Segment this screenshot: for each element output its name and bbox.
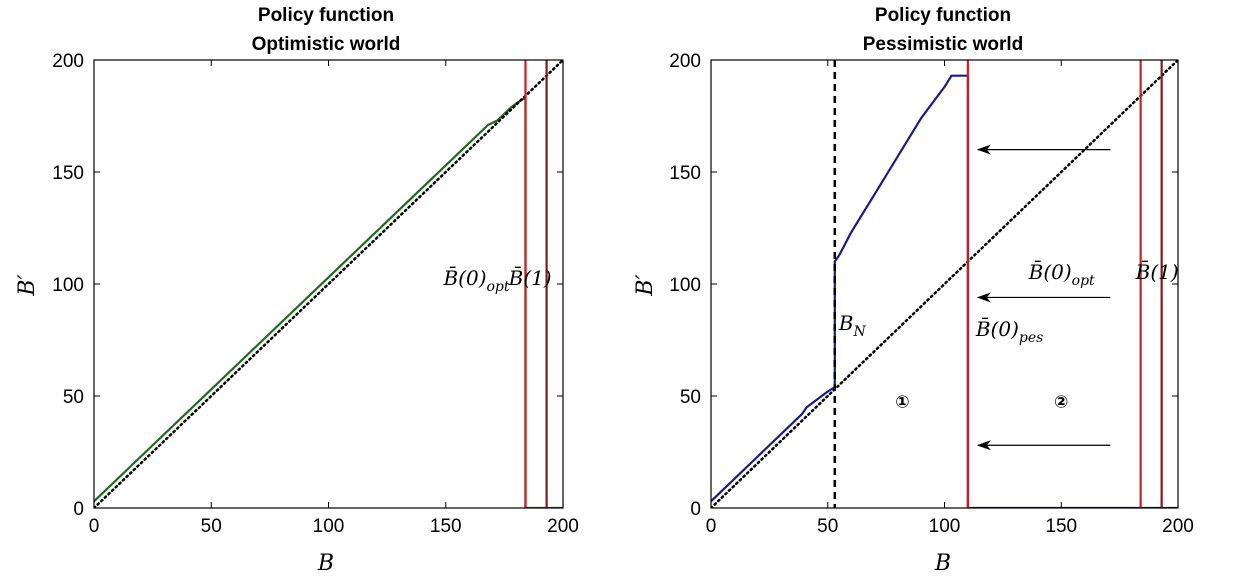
x-axis-label: B [317, 551, 334, 576]
y-tick-label: 200 [52, 51, 84, 72]
y-axis-label: B′ [633, 274, 658, 296]
policy-function-line [94, 96, 563, 508]
y-tick-label: 50 [63, 387, 84, 408]
x-tick-label: 200 [547, 516, 579, 537]
chart-title-line1: Policy function [875, 5, 1011, 26]
threshold-label: B̄(0)opt [1028, 259, 1095, 289]
x-tick-label: 0 [89, 516, 100, 537]
y-tick-label: 0 [690, 499, 701, 520]
y-tick-label: 150 [52, 163, 84, 184]
chart-title-line2: Optimistic world [252, 34, 401, 55]
plot-area [710, 59, 1179, 509]
x-tick-label: 150 [1045, 516, 1077, 537]
diagonal-45-degree-line [711, 60, 1178, 508]
threshold-label: B̄(1) [1135, 259, 1179, 284]
annotations: BN B̄(0)pes B̄(0)opt B̄(1) ① ② [838, 144, 1179, 451]
x-tick-label: 200 [1162, 516, 1194, 537]
y-tick-label: 200 [669, 51, 701, 72]
threshold-label: B̄(0)pes [975, 316, 1043, 346]
threshold-label: B̄(0)opt [442, 265, 509, 295]
threshold-label: B̄(1) [508, 265, 552, 290]
diagonal-45-degree-line [94, 60, 563, 508]
axis-ticks: 0 50 100 150 200 0 50 100 150 200 [669, 51, 1194, 537]
x-axis-label: B [934, 551, 951, 576]
x-tick-label: 50 [817, 516, 838, 537]
x-tick-label: 100 [929, 516, 961, 537]
y-tick-label: 100 [52, 275, 84, 296]
x-tick-label: 150 [430, 516, 462, 537]
y-tick-label: 50 [680, 387, 701, 408]
y-tick-label: 100 [669, 275, 701, 296]
axis-ticks: 0 50 100 150 200 0 50 100 150 200 [52, 51, 579, 537]
x-tick-label: 100 [313, 516, 345, 537]
annotations: B̄(0)opt B̄(1) [442, 265, 551, 295]
region-label: ① [895, 393, 909, 413]
plot-clip [94, 60, 563, 508]
policy-function-line [711, 74, 1178, 508]
chart-title-line1: Policy function [258, 5, 394, 26]
plot-clip [711, 60, 1178, 508]
y-tick-label: 150 [669, 163, 701, 184]
x-tick-label: 0 [706, 516, 717, 537]
y-axis-label: B′ [15, 274, 40, 296]
chart-pessimistic: Policy function Pessimistic world 0 50 100… [633, 5, 1194, 576]
chart-title-line2: Pessimistic world [863, 34, 1024, 55]
threshold-label: BN [838, 311, 867, 340]
y-tick-label: 0 [73, 499, 84, 520]
chart-optimistic: Policy function Optimistic world 0 50 100 1… [15, 5, 579, 576]
region-label: ② [1054, 393, 1068, 413]
x-tick-label: 50 [201, 516, 222, 537]
